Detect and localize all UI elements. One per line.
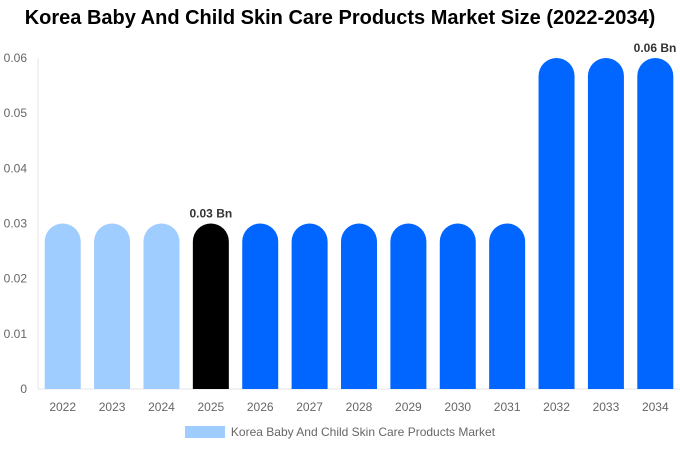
bar-2022 — [44, 223, 81, 389]
x-tick-label: 2022 — [49, 400, 76, 414]
y-tick-label: 0 — [20, 382, 27, 396]
bar-2031 — [489, 223, 526, 389]
bar-2023 — [94, 223, 131, 389]
data-label: 0.06 Bn — [634, 41, 677, 55]
bar-2027 — [291, 223, 328, 389]
x-tick-label: 2033 — [593, 400, 620, 414]
y-tick-label: 0.02 — [4, 272, 28, 286]
x-tick-label: 2029 — [395, 400, 422, 414]
y-tick-label: 0.01 — [4, 327, 28, 341]
bar-2026 — [242, 223, 279, 389]
x-tick-label: 2028 — [346, 400, 373, 414]
bar-2030 — [439, 223, 476, 389]
x-tick-label: 2027 — [296, 400, 323, 414]
bar-2028 — [341, 223, 377, 389]
bar-2029 — [390, 223, 427, 389]
x-tick-label: 2024 — [148, 400, 175, 414]
x-tick-label: 2030 — [444, 400, 471, 414]
x-tick-label: 2026 — [247, 400, 274, 414]
y-tick-label: 0.05 — [4, 106, 28, 120]
bar-2032 — [538, 58, 575, 389]
y-tick-label: 0.03 — [4, 217, 28, 231]
y-tick-label: 0.04 — [4, 161, 28, 175]
x-tick-label: 2034 — [642, 400, 669, 414]
legend-swatch — [184, 426, 225, 438]
data-label: 0.03 Bn — [190, 207, 233, 221]
y-tick-label: 0.06 — [4, 51, 28, 65]
bar-2024 — [143, 223, 180, 389]
bar-2033 — [587, 58, 624, 389]
x-tick-label: 2023 — [99, 400, 126, 414]
bar-2034 — [637, 58, 674, 389]
chart-title: Korea Baby And Child Skin Care Products … — [24, 7, 656, 29]
x-tick-label: 2031 — [494, 400, 521, 414]
x-tick-label: 2025 — [197, 400, 224, 414]
x-tick-label: 2032 — [543, 400, 570, 414]
legend-label: Korea Baby And Child Skin Care Products … — [230, 425, 496, 439]
legend: Korea Baby And Child Skin Care Products … — [0, 425, 680, 439]
bar-2025 — [192, 223, 229, 389]
